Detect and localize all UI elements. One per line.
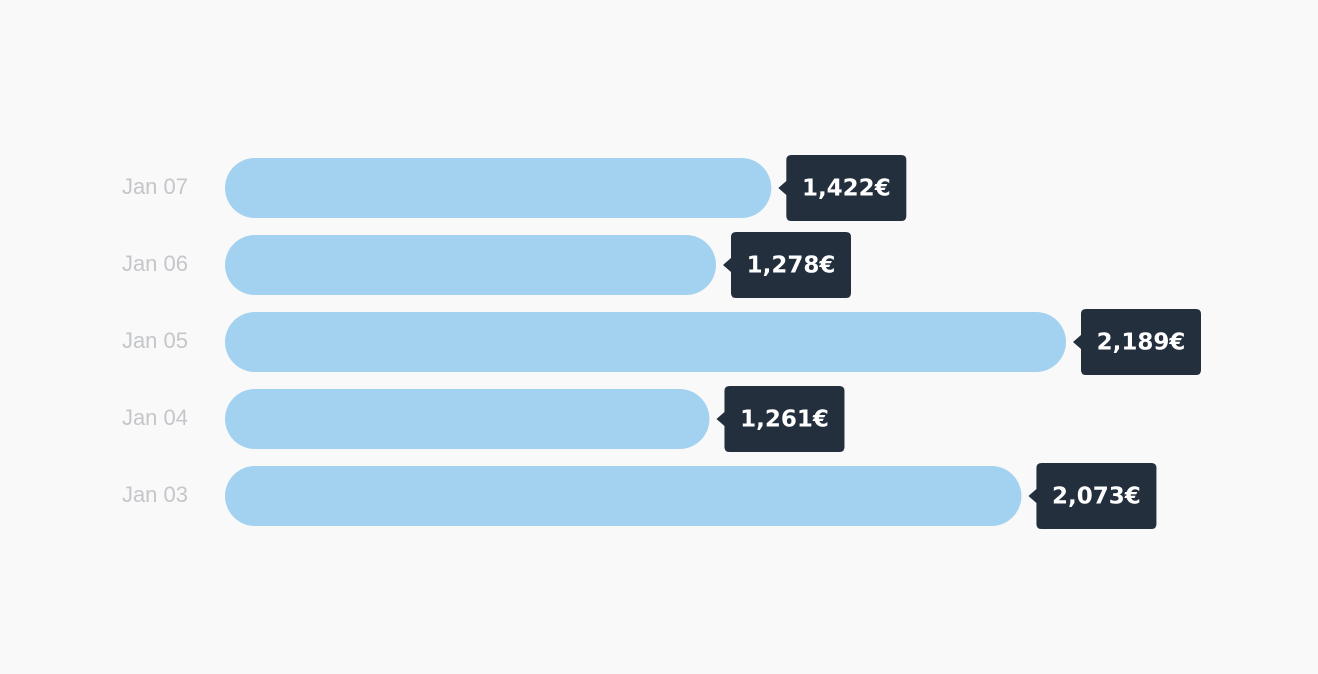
- y-tick-label: Jan 04: [122, 405, 188, 430]
- value-label: 1,422€: [802, 176, 891, 202]
- y-tick-label: Jan 05: [122, 328, 188, 353]
- y-tick-label: Jan 06: [122, 251, 188, 276]
- value-tooltip: [716, 386, 845, 452]
- bar: [225, 389, 710, 449]
- bar: [225, 312, 1066, 372]
- value-tooltip: [722, 232, 851, 298]
- y-tick-label: Jan 07: [122, 174, 188, 199]
- bar: [225, 235, 716, 295]
- value-tooltip: [778, 155, 907, 221]
- bar: [225, 466, 1022, 526]
- value-tooltip: [1028, 463, 1157, 529]
- value-label: 2,073€: [1052, 484, 1141, 510]
- value-label: 1,278€: [747, 253, 836, 279]
- y-tick-label: Jan 03: [122, 482, 188, 507]
- bar: [225, 158, 772, 218]
- value-tooltip: [1073, 309, 1201, 375]
- value-label: 2,189€: [1097, 330, 1186, 356]
- value-label: 1,261€: [740, 407, 829, 433]
